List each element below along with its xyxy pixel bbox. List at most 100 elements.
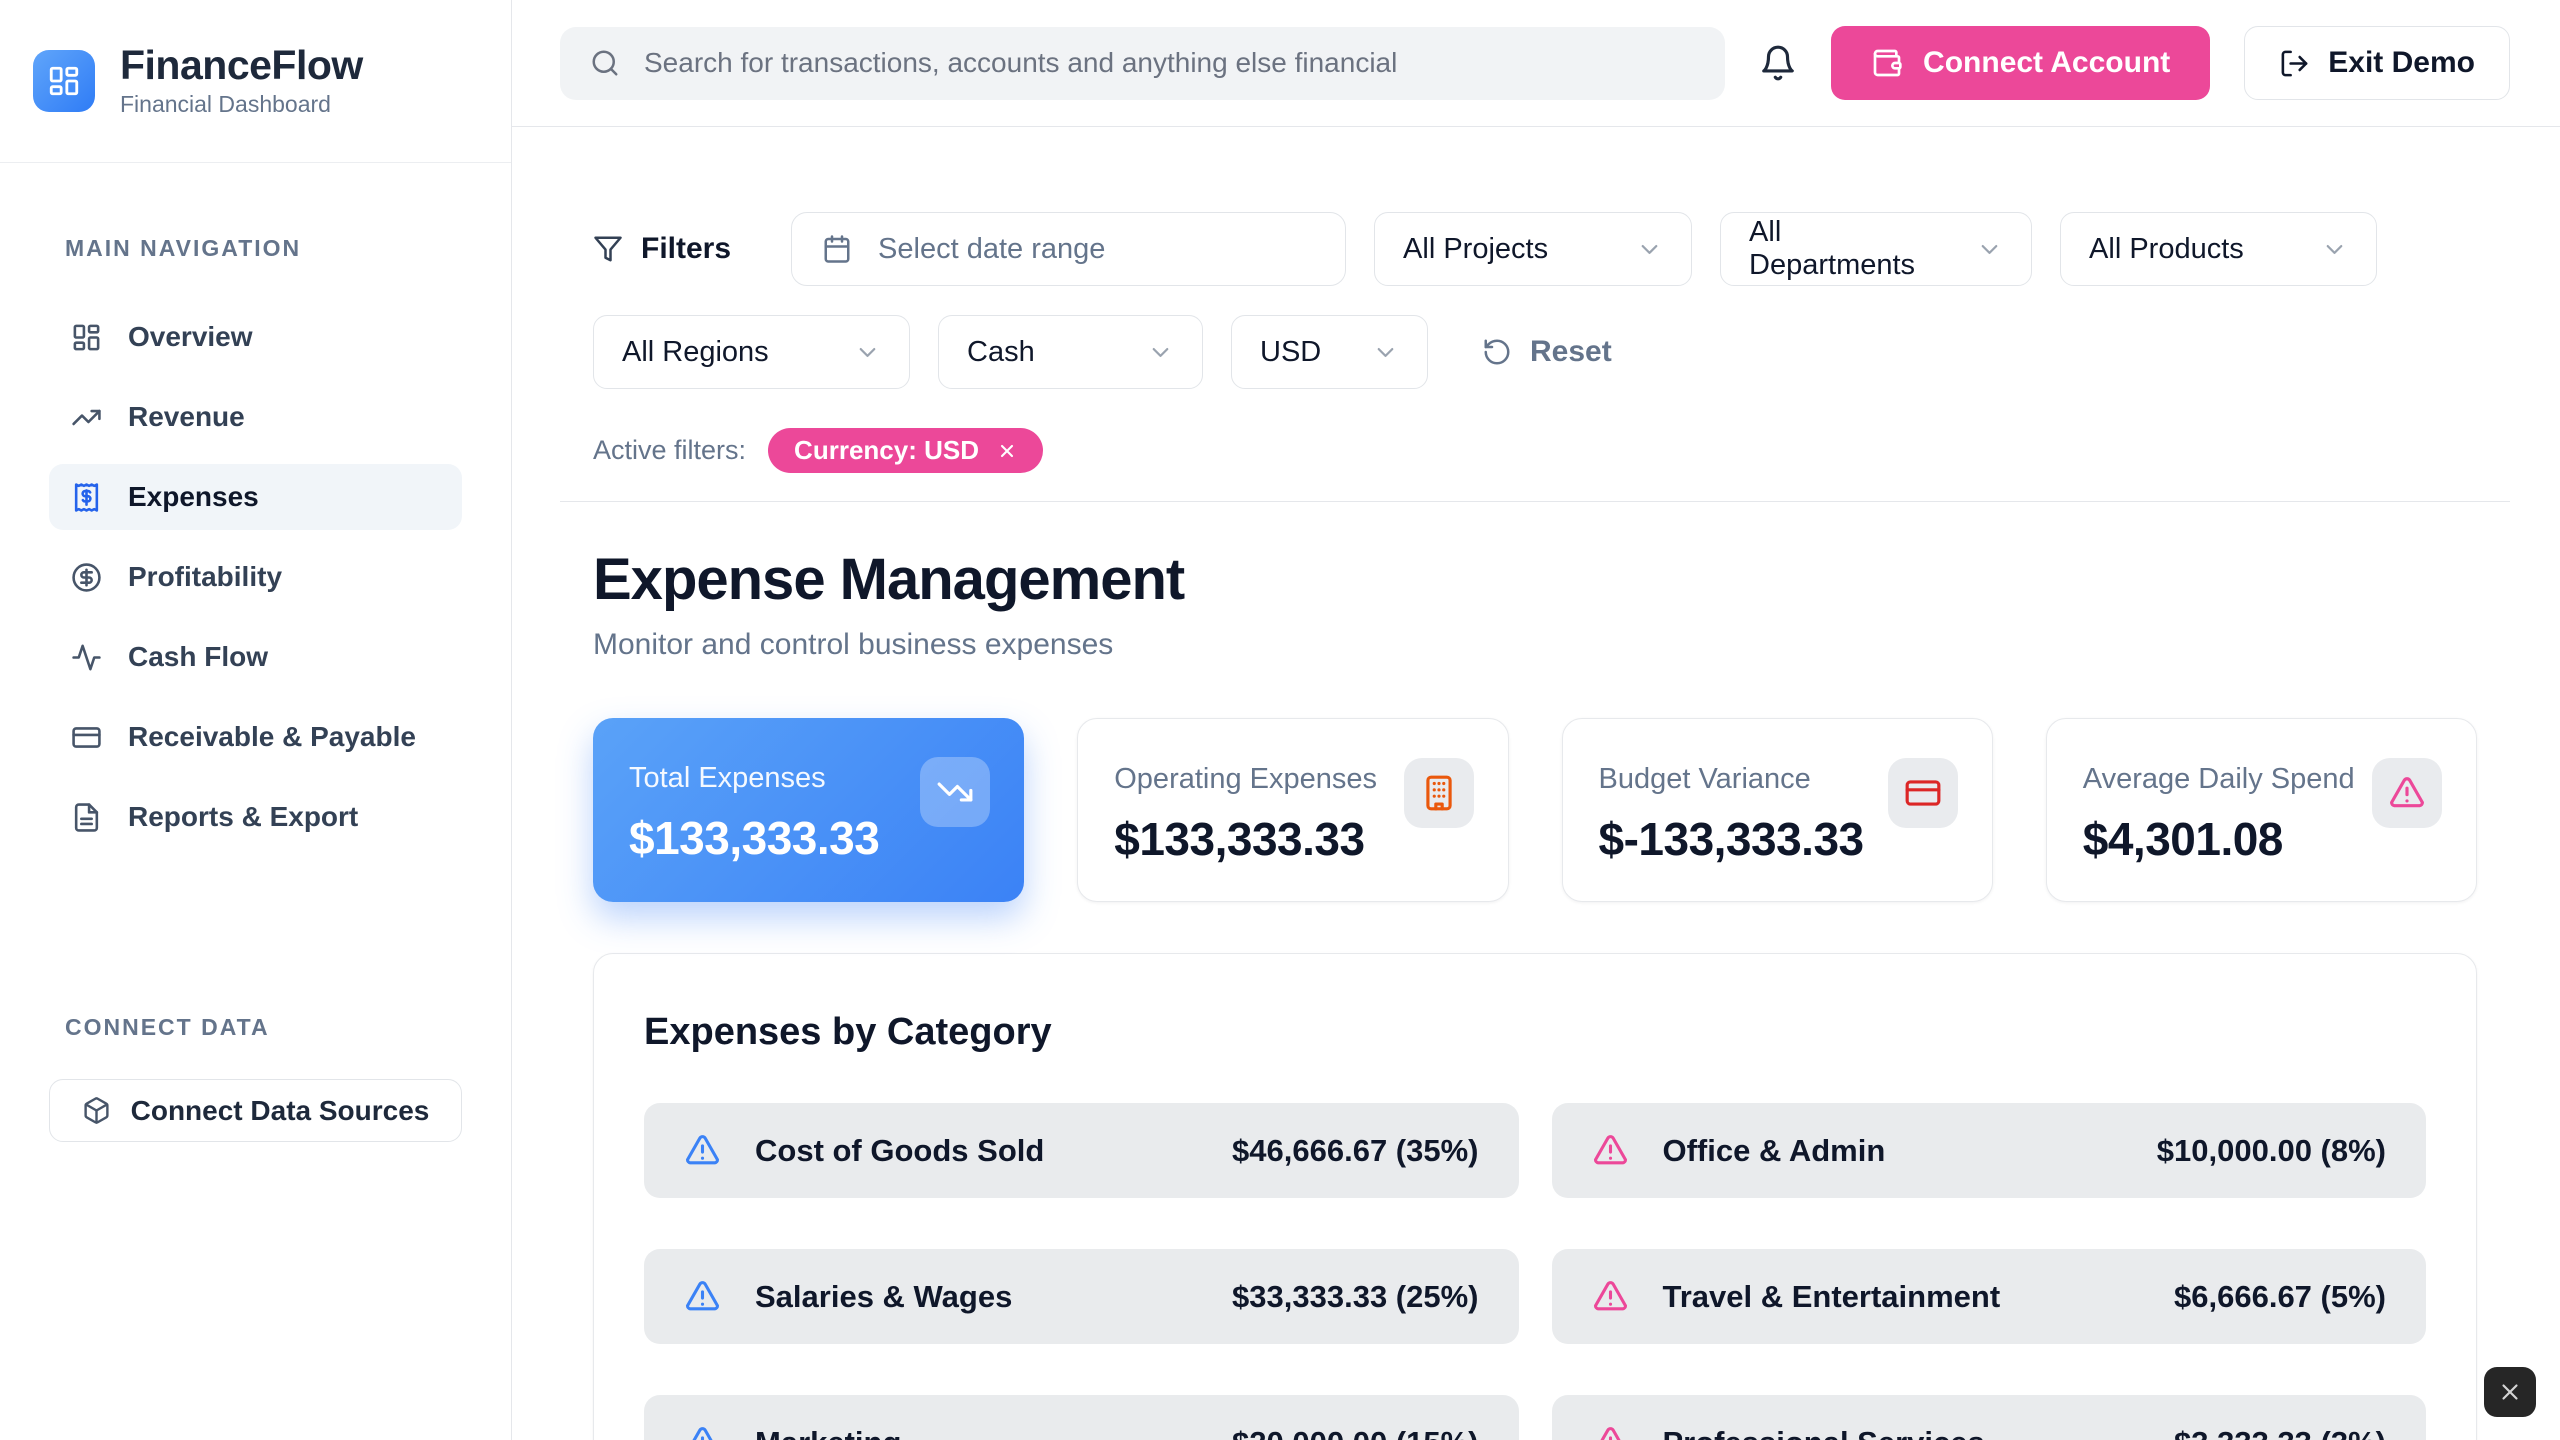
stat-card-average-daily-spend[interactable]: Average Daily Spend $4,301.08: [2045, 718, 2477, 902]
stat-label: Total Expenses: [629, 762, 826, 794]
exit-demo-label: Exit Demo: [2328, 46, 2475, 79]
alert-triangle-icon: [1592, 1278, 1629, 1315]
calendar-icon: [824, 235, 850, 263]
category-row-salaries-wages[interactable]: Salaries & Wages $33,333.33 (25%): [644, 1249, 1519, 1344]
category-row-cost-of-goods-sold[interactable]: Cost of Goods Sold $46,666.67 (35%): [644, 1103, 1519, 1198]
date-range-input[interactable]: [876, 231, 1316, 267]
main-navigation: MAIN NAVIGATION Overview Revenue Expense…: [0, 163, 511, 864]
trending-up-icon: [71, 402, 102, 433]
wallet-icon: [1873, 49, 1902, 77]
brand-logo-icon: [33, 50, 95, 112]
category-value: $46,666.67 (35%): [1232, 1132, 1479, 1168]
cube-icon: [84, 1097, 109, 1124]
sidebar-item-receivable-payable[interactable]: Receivable & Payable: [49, 704, 462, 770]
category-row-travel-entertainment[interactable]: Travel & Entertainment $6,666.67 (5%): [1551, 1249, 2426, 1344]
category-name: Travel & Entertainment: [1662, 1278, 2001, 1314]
credit-card-icon: [71, 722, 102, 753]
regions-dropdown[interactable]: All Regions: [593, 315, 910, 389]
projects-dropdown[interactable]: All Projects: [1374, 212, 1693, 286]
category-name: Salaries & Wages: [755, 1278, 1013, 1314]
trending-down-icon: [920, 757, 991, 827]
connect-account-label: Connect Account: [1923, 46, 2171, 79]
bell-icon: [1762, 45, 1794, 81]
category-name: Office & Admin: [1662, 1132, 1886, 1168]
credit-card-icon: [1887, 758, 1958, 828]
sidebar-item-expenses[interactable]: Expenses: [49, 464, 462, 530]
category-name: Professional Services: [1663, 1425, 1985, 1440]
category-grid: Cost of Goods Sold $46,666.67 (35%) Offi…: [644, 1103, 2426, 1440]
sidebar-item-profitability[interactable]: Profitability: [49, 544, 462, 610]
stat-value: $133,333.33: [629, 812, 880, 864]
filters-title: Filters: [593, 232, 731, 266]
global-search[interactable]: [560, 26, 1726, 100]
category-row-marketing[interactable]: Marketing $20,000.00 (15%): [644, 1395, 1519, 1440]
category-value: $3,333.33 (3%): [2174, 1425, 2386, 1440]
category-name: Cost of Goods Sold: [755, 1132, 1045, 1168]
dollar-circle-icon: [71, 562, 102, 593]
main-area: Connect Account Exit Demo Filters All: [512, 0, 2560, 1440]
sidebar-item-label: Revenue: [128, 401, 245, 432]
exit-demo-button[interactable]: Exit Demo: [2244, 26, 2510, 100]
category-row-professional-services[interactable]: Professional Services $3,333.33 (3%): [1551, 1395, 2426, 1440]
stat-card-total-expenses[interactable]: Total Expenses $133,333.33: [593, 718, 1025, 902]
remove-filter-icon[interactable]: [997, 441, 1017, 461]
reset-label: Reset: [1530, 335, 1612, 368]
active-filter-chip-currency[interactable]: Currency: USD: [768, 428, 1043, 473]
reset-filters-button[interactable]: Reset: [1476, 334, 1618, 370]
active-filters-label: Active filters:: [593, 435, 747, 465]
active-filters-row: Active filters: Currency: USD: [593, 428, 2477, 473]
stat-label: Budget Variance: [1598, 763, 1811, 795]
currency-dropdown-value: USD: [1260, 335, 1322, 368]
alert-triangle-icon: [1592, 1424, 1629, 1440]
filters-row-2: All Regions Cash USD Reset: [593, 315, 2477, 389]
regions-dropdown-value: All Regions: [622, 335, 769, 368]
departments-dropdown[interactable]: All Departments: [1720, 212, 2033, 286]
expenses-by-category-card: Expenses by Category Cost of Goods Sold …: [593, 953, 2477, 1440]
activity-icon: [71, 642, 102, 673]
stat-card-budget-variance[interactable]: Budget Variance $-133,333.33: [1561, 718, 1993, 902]
alert-triangle-icon: [684, 1132, 721, 1169]
stat-card-operating-expenses[interactable]: Operating Expenses $133,333.33: [1077, 718, 1509, 902]
category-row-office-admin[interactable]: Office & Admin $10,000.00 (8%): [1551, 1103, 2426, 1198]
page-subtitle: Monitor and control business expenses: [593, 628, 1114, 661]
connect-data-sources-button[interactable]: Connect Data Sources: [49, 1079, 462, 1142]
category-name: Marketing: [755, 1425, 901, 1440]
close-overlay-button[interactable]: [2484, 1367, 2536, 1417]
close-icon: [2502, 1384, 2518, 1400]
sidebar-item-reports-export[interactable]: Reports & Export: [49, 784, 462, 850]
search-icon: [592, 50, 618, 76]
sidebar-item-label: Expenses: [128, 481, 259, 512]
products-dropdown[interactable]: All Products: [2060, 212, 2378, 286]
alert-triangle-icon: [684, 1278, 721, 1315]
receipt-icon: [71, 482, 102, 513]
sidebar-item-revenue[interactable]: Revenue: [49, 384, 462, 450]
building-icon: [1403, 758, 1474, 828]
projects-dropdown-value: All Projects: [1403, 232, 1549, 265]
date-range-picker[interactable]: [791, 212, 1347, 286]
category-value: $33,333.33 (25%): [1232, 1278, 1479, 1314]
chevron-down-icon: [1152, 347, 1169, 357]
category-value: $20,000.00 (15%): [1232, 1425, 1478, 1440]
brand-text: FinanceFlow Financial Dashboard: [120, 41, 363, 118]
departments-dropdown-value: All Departments: [1749, 216, 1916, 281]
sidebar-item-label: Reports & Export: [128, 801, 359, 832]
notifications-button[interactable]: [1759, 44, 1797, 82]
sidebar-item-overview[interactable]: Overview: [49, 304, 462, 370]
connect-account-button[interactable]: Connect Account: [1831, 26, 2211, 100]
category-value: $10,000.00 (8%): [2156, 1132, 2386, 1168]
connect-data-label: CONNECT DATA: [65, 1014, 270, 1040]
brand-tagline: Financial Dashboard: [120, 91, 331, 118]
active-filter-chip-label: Currency: USD: [794, 435, 979, 465]
chevron-down-icon: [1981, 244, 1998, 254]
payment-method-dropdown[interactable]: Cash: [938, 315, 1203, 389]
currency-dropdown[interactable]: USD: [1231, 315, 1428, 389]
sidebar-item-cash-flow[interactable]: Cash Flow: [49, 624, 462, 690]
stat-value: $-133,333.33: [1598, 813, 1865, 865]
sidebar: FinanceFlow Financial Dashboard MAIN NAV…: [0, 0, 512, 1440]
brand-name: FinanceFlow: [120, 41, 363, 88]
stat-value: $133,333.33: [1114, 813, 1365, 865]
nav-section-label: MAIN NAVIGATION: [65, 235, 302, 261]
filters-label: Filters: [641, 232, 732, 265]
search-input[interactable]: [642, 46, 1696, 80]
